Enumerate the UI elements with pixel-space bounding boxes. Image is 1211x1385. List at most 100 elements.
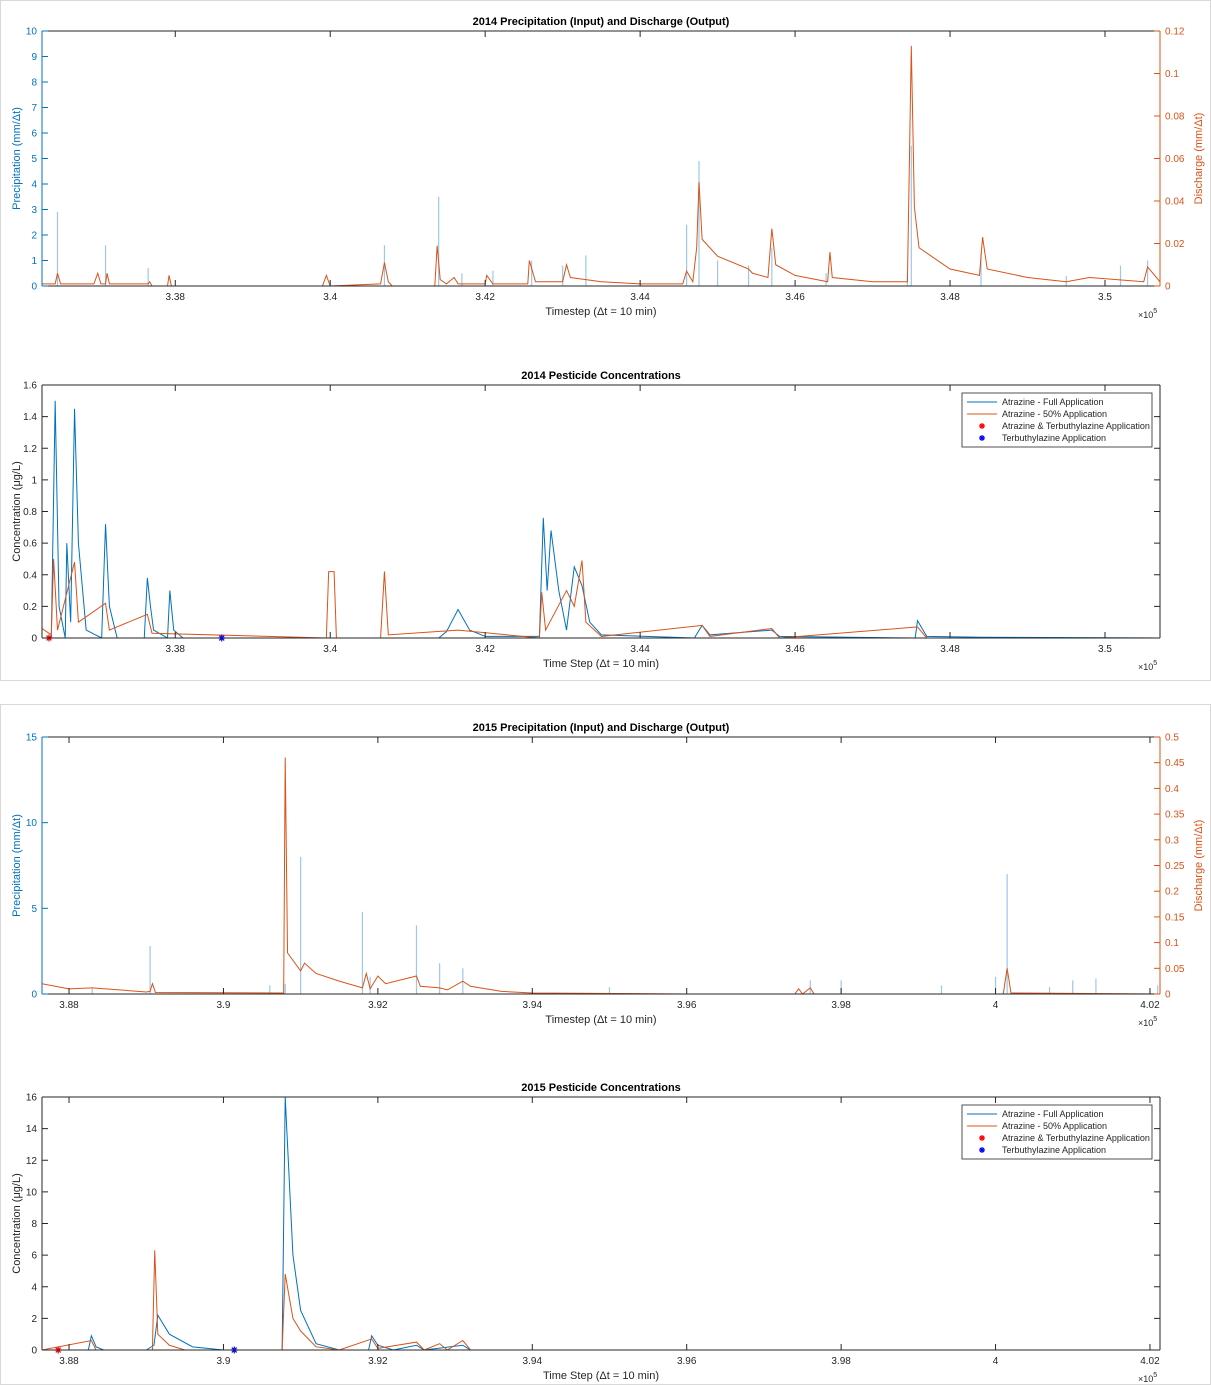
y-tick-label: 10	[26, 27, 38, 38]
x-multiplier-base: ×10	[1138, 1018, 1153, 1028]
y-tick-label: 2	[31, 231, 37, 242]
plot	[42, 757, 1160, 994]
x-tick-label: 4.02	[1140, 1000, 1160, 1011]
chart-title: 2014 Pesticide Concentrations	[521, 370, 681, 382]
legend-label: Atrazine - Full Application	[1002, 1109, 1104, 1119]
y-tick-label: 1.6	[23, 381, 37, 392]
y2-tick-label: 0.4	[1165, 784, 1179, 795]
y-tick-label: 7	[31, 103, 37, 114]
legend-marker	[979, 1135, 985, 1141]
plot	[42, 400, 1160, 638]
y-tick-label: 10	[26, 818, 38, 829]
legend-marker	[979, 1147, 985, 1153]
y2-axis-label: Discharge (mm/Δt)	[1193, 113, 1205, 205]
y-axis-label: Precipitation (mm/Δt)	[11, 107, 23, 210]
y2-tick-label: 0.5	[1165, 733, 1179, 744]
x-tick-label: 4.02	[1140, 1356, 1160, 1367]
y2-tick-label: 0.3	[1165, 835, 1179, 846]
legend-label: Atrazine - Full Application	[1002, 397, 1104, 407]
y-tick-label: 15	[26, 733, 38, 744]
x-tick-label: 3.94	[523, 1356, 543, 1367]
y-tick-label: 9	[31, 52, 37, 63]
x-multiplier-exp: 5	[1153, 660, 1157, 667]
y2-tick-label: 0.1	[1165, 938, 1179, 949]
x-tick-label: 3.98	[831, 1000, 851, 1011]
y-tick-label: 0.8	[23, 507, 37, 518]
y2-tick-label: 0.45	[1165, 758, 1185, 769]
y-tick-label: 0	[31, 990, 37, 1001]
series-line	[42, 1096, 1160, 1350]
x-multiplier-base: ×10	[1138, 1374, 1153, 1384]
x-multiplier-base: ×10	[1138, 662, 1153, 672]
y2-axis-label: Discharge (mm/Δt)	[1193, 820, 1205, 912]
y-tick-label: 0.2	[23, 602, 37, 613]
x-axis-label: Timestep (Δt = 10 min)	[545, 1014, 656, 1026]
chart-title: 2014 Precipitation (Input) and Discharge…	[473, 16, 730, 28]
axes: 3.38 3.4 3.42 3.44 3.46 3.48 3.5 0 1 2 3 4 5 6 7 8 9 10 0 0…	[11, 16, 1205, 320]
y-tick-label: 1	[31, 475, 37, 486]
x-tick-label: 3.88	[59, 1356, 79, 1367]
x-multiplier: ×105	[1138, 660, 1157, 672]
x-multiplier: ×105	[1138, 1016, 1157, 1028]
y-tick-label: 1.2	[23, 444, 37, 455]
y-tick-label: 5	[31, 154, 37, 165]
y2-tick-label: 0.12	[1165, 27, 1185, 38]
x-multiplier-exp: 5	[1153, 1372, 1157, 1379]
x-axis-label: Timestep (Δt = 10 min)	[545, 306, 656, 318]
x-tick-label: 3.9	[216, 1356, 230, 1367]
y-tick-label: 6	[31, 129, 37, 140]
y-tick-label: 10	[26, 1187, 38, 1198]
legend-label: Atrazine - 50% Application	[1002, 409, 1107, 419]
series-line	[42, 558, 1160, 638]
legend: Atrazine - Full Application Atrazine - 50…	[961, 1104, 1153, 1160]
x-tick-label: 3.42	[475, 644, 495, 655]
x-tick-label: 3.38	[166, 292, 186, 303]
x-tick-label: 3.96	[677, 1356, 697, 1367]
x-tick-label: 3.38	[166, 644, 186, 655]
y-axis-label: Precipitation (mm/Δt)	[11, 814, 23, 917]
y2-tick-label: 0.2	[1165, 887, 1179, 898]
x-tick-label: 3.46	[785, 644, 805, 655]
y2-tick-label: 0.25	[1165, 861, 1185, 872]
y-axis-label: Concentration (μg/L)	[11, 1173, 23, 1274]
legend-label: Atrazine - 50% Application	[1002, 1121, 1107, 1131]
y-tick-label: 8	[31, 1219, 37, 1230]
x-axis-label: Time Step (Δt = 10 min)	[543, 1370, 659, 1382]
axes: 3.88 3.9 3.92 3.94 3.96 3.98 4 4.02 0 2 4 6 8 10 12 14 1…	[11, 1082, 1161, 1384]
x-tick-label: 3.94	[523, 1000, 543, 1011]
plot-area	[42, 737, 1160, 994]
y-tick-label: 1.4	[23, 412, 37, 423]
axes: 3.88 3.9 3.92 3.94 3.96 3.98 4 4.02 0 5 10 15 0 0.05 0…	[11, 722, 1205, 1028]
y-tick-label: 0.6	[23, 539, 37, 550]
x-tick-label: 3.92	[368, 1000, 388, 1011]
x-multiplier: ×105	[1138, 1372, 1157, 1384]
x-multiplier-base: ×10	[1138, 310, 1153, 320]
x-axis-label: Time Step (Δt = 10 min)	[543, 658, 659, 670]
y-tick-label: 0	[31, 634, 37, 645]
axes: 3.38 3.4 3.42 3.44 3.46 3.48 3.5 0 0.2 0.4 0.6 0.8 1…	[11, 370, 1161, 672]
y2-tick-label: 0.04	[1165, 197, 1185, 208]
y2-tick-label: 0.1	[1165, 69, 1179, 80]
x-tick-label: 3.44	[630, 644, 650, 655]
series-line	[42, 757, 1160, 994]
plot	[42, 45, 1160, 286]
y2-tick-label: 0.05	[1165, 964, 1185, 975]
y-axis-label: Concentration (μg/L)	[11, 461, 23, 562]
x-tick-label: 3.48	[940, 292, 960, 303]
y-tick-label: 3	[31, 205, 37, 216]
x-tick-label: 3.42	[475, 292, 495, 303]
y2-tick-label: 0.15	[1165, 912, 1185, 923]
y-tick-label: 12	[26, 1156, 38, 1167]
legend-label: Terbuthylazine Application	[1002, 1145, 1106, 1155]
legend-marker	[979, 423, 985, 429]
x-tick-label: 4	[993, 1000, 999, 1011]
y2-tick-label: 0	[1165, 282, 1171, 293]
x-multiplier: ×105	[1138, 308, 1157, 320]
chart-title: 2015 Pesticide Concentrations	[521, 1082, 681, 1094]
legend-label: Atrazine & Terbuthylazine Application	[1002, 1133, 1150, 1143]
y-tick-label: 2	[31, 1314, 37, 1325]
x-tick-label: 3.4	[323, 644, 337, 655]
y-tick-label: 4	[31, 1282, 37, 1293]
x-tick-label: 3.4	[323, 292, 337, 303]
y-tick-label: 14	[26, 1124, 38, 1135]
